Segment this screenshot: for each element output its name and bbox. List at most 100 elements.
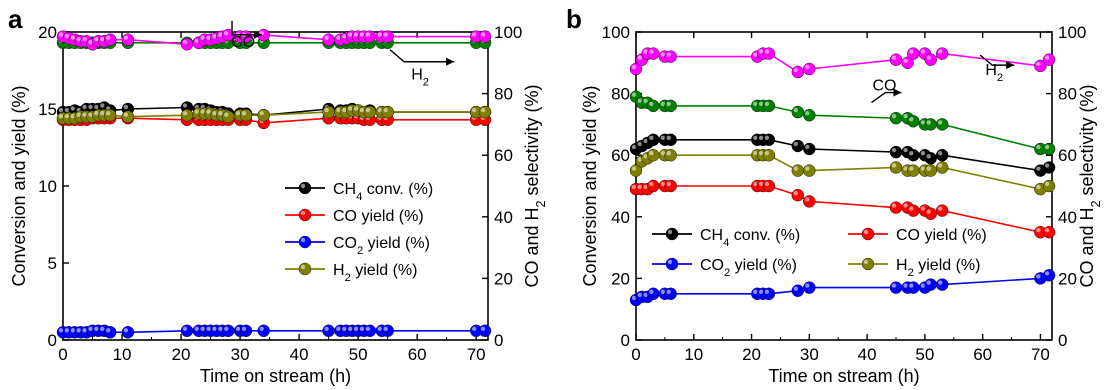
data-point (664, 179, 677, 193)
data-point (381, 105, 394, 119)
data-point-highlight (631, 184, 637, 190)
data-point-highlight (200, 109, 205, 114)
y2-tick-label: 60 (494, 146, 513, 165)
arrowhead-icon (446, 57, 455, 66)
data-point-highlight (235, 111, 241, 116)
y-axis-title: Conversion and yield (%) (580, 85, 600, 286)
data-point-highlight (200, 35, 205, 40)
data-point-highlight (891, 283, 897, 288)
data-point (907, 164, 920, 177)
data-point-highlight (758, 135, 764, 140)
series-line-2 (635, 274, 1050, 301)
data-point-highlight (1036, 184, 1041, 190)
data-point-highlight (1036, 274, 1041, 279)
y2-tick-label: 80 (494, 85, 513, 104)
data-point-highlight (631, 144, 637, 150)
data-point-highlight (212, 111, 217, 116)
data-point-highlight (758, 289, 764, 294)
data-point-highlight (938, 120, 943, 125)
data-point-highlight (637, 157, 642, 162)
data-point-highlight (805, 166, 810, 171)
y2-tick-label: 60 (1058, 146, 1077, 165)
data-point-highlight (123, 35, 129, 40)
data-point-highlight (631, 64, 637, 70)
data-point-highlight (920, 166, 926, 171)
annotation-arrow (231, 20, 263, 36)
data-point (1042, 161, 1056, 174)
data-point (322, 33, 335, 46)
data-point-highlight (88, 112, 93, 117)
data-point-highlight (1036, 144, 1041, 150)
data-point-highlight (926, 280, 931, 285)
data-point-highlight (660, 135, 666, 140)
annotation-arrow (389, 49, 455, 63)
data-point (322, 105, 335, 119)
data-point-highlight (100, 326, 105, 331)
annotation-label: CO (231, 34, 255, 51)
data-point-highlight (58, 107, 64, 113)
data-point (363, 324, 377, 337)
data-point (121, 33, 135, 46)
data-point-highlight (336, 107, 341, 113)
data-point (664, 148, 677, 162)
data-point-highlight (891, 147, 897, 153)
data-point-highlight (643, 292, 648, 298)
y2-axis-title: CO and H2 selectivity (%) (522, 84, 548, 287)
data-point-highlight (76, 37, 81, 42)
legend-marker-highlight (300, 264, 306, 270)
data-point (647, 47, 660, 60)
data-point-highlight (920, 206, 926, 211)
data-point (924, 164, 937, 177)
data-point (936, 278, 949, 291)
series-line-4 (635, 96, 1050, 150)
legend-label: CO yield (%) (333, 208, 424, 225)
data-point-highlight (753, 289, 758, 294)
x-axis-title: Time on stream (h) (200, 366, 351, 386)
data-point-highlight (938, 151, 943, 156)
data-point-highlight (76, 112, 81, 117)
data-point-highlight (100, 103, 105, 108)
data-point (478, 30, 492, 43)
data-point-highlight (637, 292, 642, 298)
series-line-3 (635, 154, 1050, 190)
data-point-highlight (106, 111, 111, 116)
chart-panel-b: b 0 10 20 30 40 50 60 70 0 20 40 60 80 100 0 20 40 60 80 100… (566, 4, 1103, 386)
data-point-highlight (649, 49, 654, 54)
legend-marker-highlight (667, 259, 673, 265)
data-point-highlight (903, 203, 908, 208)
x-tick-label: 50 (915, 345, 934, 364)
data-point-highlight (94, 104, 99, 110)
data-point (239, 108, 253, 122)
y-tick-label: 0 (48, 331, 57, 350)
data-point-highlight (82, 104, 87, 110)
data-point (121, 110, 135, 123)
data-point-highlight (643, 98, 648, 104)
data-point-highlight (200, 326, 205, 331)
data-point-highlight (666, 52, 671, 57)
data-point-highlight (353, 106, 359, 111)
data-point-highlight (353, 326, 359, 331)
data-point-highlight (76, 328, 81, 333)
data-point (222, 324, 235, 337)
data-point-highlight (666, 101, 671, 107)
data-point (180, 108, 194, 122)
x-tick-label: 30 (800, 345, 819, 364)
arrowhead-icon (893, 88, 902, 97)
data-point-highlight (123, 328, 129, 333)
y-tick-label: 60 (611, 146, 630, 165)
data-point-highlight (1044, 271, 1050, 276)
data-point-highlight (359, 32, 365, 37)
legend-label: CH4 conv. (%) (700, 227, 800, 249)
legend-label: H2 yield (%) (333, 262, 417, 284)
data-point-highlight (94, 326, 99, 331)
data-point-highlight (365, 32, 371, 37)
data-point-highlight (218, 111, 223, 116)
data-point-highlight (1036, 166, 1041, 171)
y-tick-label: 40 (611, 208, 630, 227)
data-point-highlight (70, 35, 76, 40)
annotation-label: H2 (411, 67, 429, 89)
data-point-highlight (472, 326, 477, 331)
data-point-highlight (909, 283, 914, 288)
y-tick-label: 20 (611, 269, 630, 288)
x-axis-title: Time on stream (h) (768, 366, 919, 386)
